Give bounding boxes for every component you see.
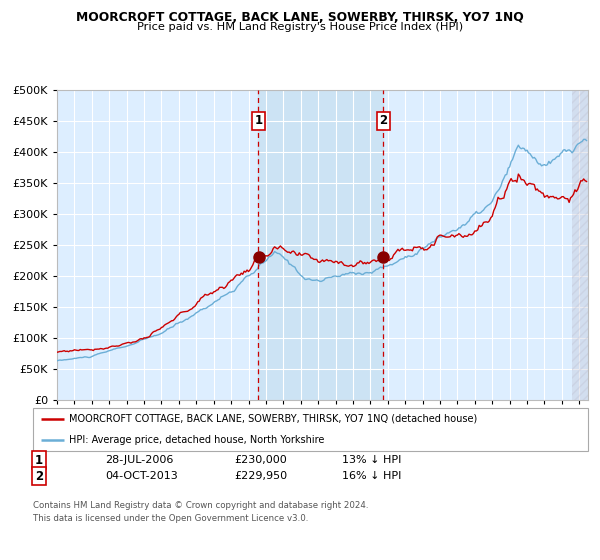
Text: MOORCROFT COTTAGE, BACK LANE, SOWERBY, THIRSK, YO7 1NQ: MOORCROFT COTTAGE, BACK LANE, SOWERBY, T… [76,11,524,24]
Text: 16% ↓ HPI: 16% ↓ HPI [342,471,401,481]
Text: £229,950: £229,950 [234,471,287,481]
Bar [572,90,588,400]
Text: 13% ↓ HPI: 13% ↓ HPI [342,455,401,465]
Text: This data is licensed under the Open Government Licence v3.0.: This data is licensed under the Open Gov… [33,514,308,522]
Text: Contains HM Land Registry data © Crown copyright and database right 2024.: Contains HM Land Registry data © Crown c… [33,501,368,510]
Bar [259,90,383,400]
Text: 04-OCT-2013: 04-OCT-2013 [105,471,178,481]
Text: HPI: Average price, detached house, North Yorkshire: HPI: Average price, detached house, Nort… [69,435,325,445]
Text: 28-JUL-2006: 28-JUL-2006 [105,455,173,465]
Text: 2: 2 [379,114,388,127]
Text: Price paid vs. HM Land Registry's House Price Index (HPI): Price paid vs. HM Land Registry's House … [137,22,463,32]
Text: £230,000: £230,000 [234,455,287,465]
Text: 2: 2 [35,469,43,483]
Text: MOORCROFT COTTAGE, BACK LANE, SOWERBY, THIRSK, YO7 1NQ (detached house): MOORCROFT COTTAGE, BACK LANE, SOWERBY, T… [69,414,478,424]
Text: 1: 1 [35,454,43,467]
Text: 1: 1 [254,114,262,127]
